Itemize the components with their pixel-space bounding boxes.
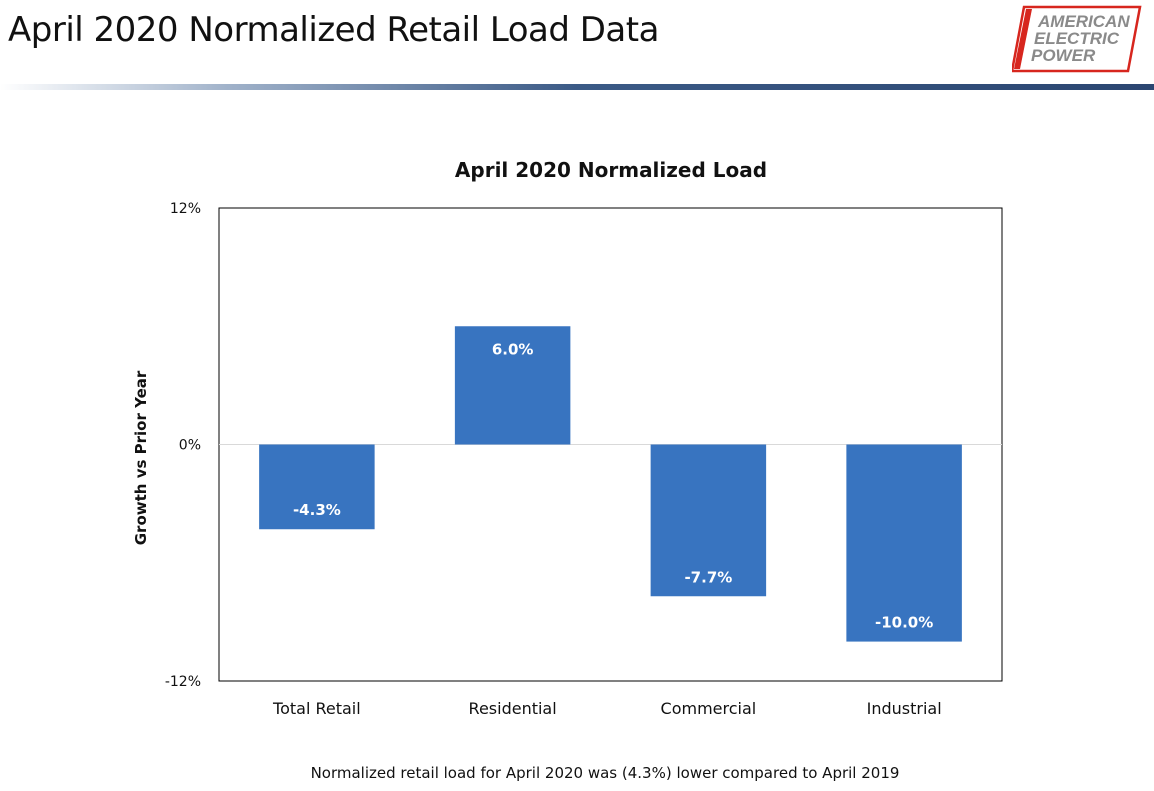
y-tick-label: -12% xyxy=(165,674,201,690)
svg-text:POWER: POWER xyxy=(1031,46,1096,65)
x-tick-label: Commercial xyxy=(661,699,757,718)
bar-total-retail xyxy=(259,444,375,530)
aep-logo: AMERICAN ELECTRIC POWER xyxy=(1012,5,1142,73)
data-label: -7.7% xyxy=(684,568,732,586)
x-tick-label: Residential xyxy=(469,699,557,718)
data-label: -4.3% xyxy=(293,501,341,519)
x-tick-label: Total Retail xyxy=(272,699,361,718)
data-label: 6.0% xyxy=(492,340,534,358)
y-axis-label: Growth vs Prior Year xyxy=(132,370,150,545)
svg-text:ELECTRIC: ELECTRIC xyxy=(1034,29,1120,48)
x-tick-label: Industrial xyxy=(867,699,942,718)
footnote: Normalized retail load for April 2020 wa… xyxy=(310,764,900,782)
chart-title: April 2020 Normalized Load xyxy=(455,158,767,182)
page-title: April 2020 Normalized Retail Load Data xyxy=(8,10,659,50)
bar-commercial xyxy=(650,444,767,597)
svg-text:AMERICAN: AMERICAN xyxy=(1037,12,1130,31)
y-tick-label: 12% xyxy=(170,201,201,217)
data-label: -10.0% xyxy=(875,614,933,632)
bar-industrial xyxy=(846,444,962,642)
header-rule xyxy=(0,84,1154,90)
y-tick-label: 0% xyxy=(179,438,201,454)
bar-residential xyxy=(454,326,571,445)
